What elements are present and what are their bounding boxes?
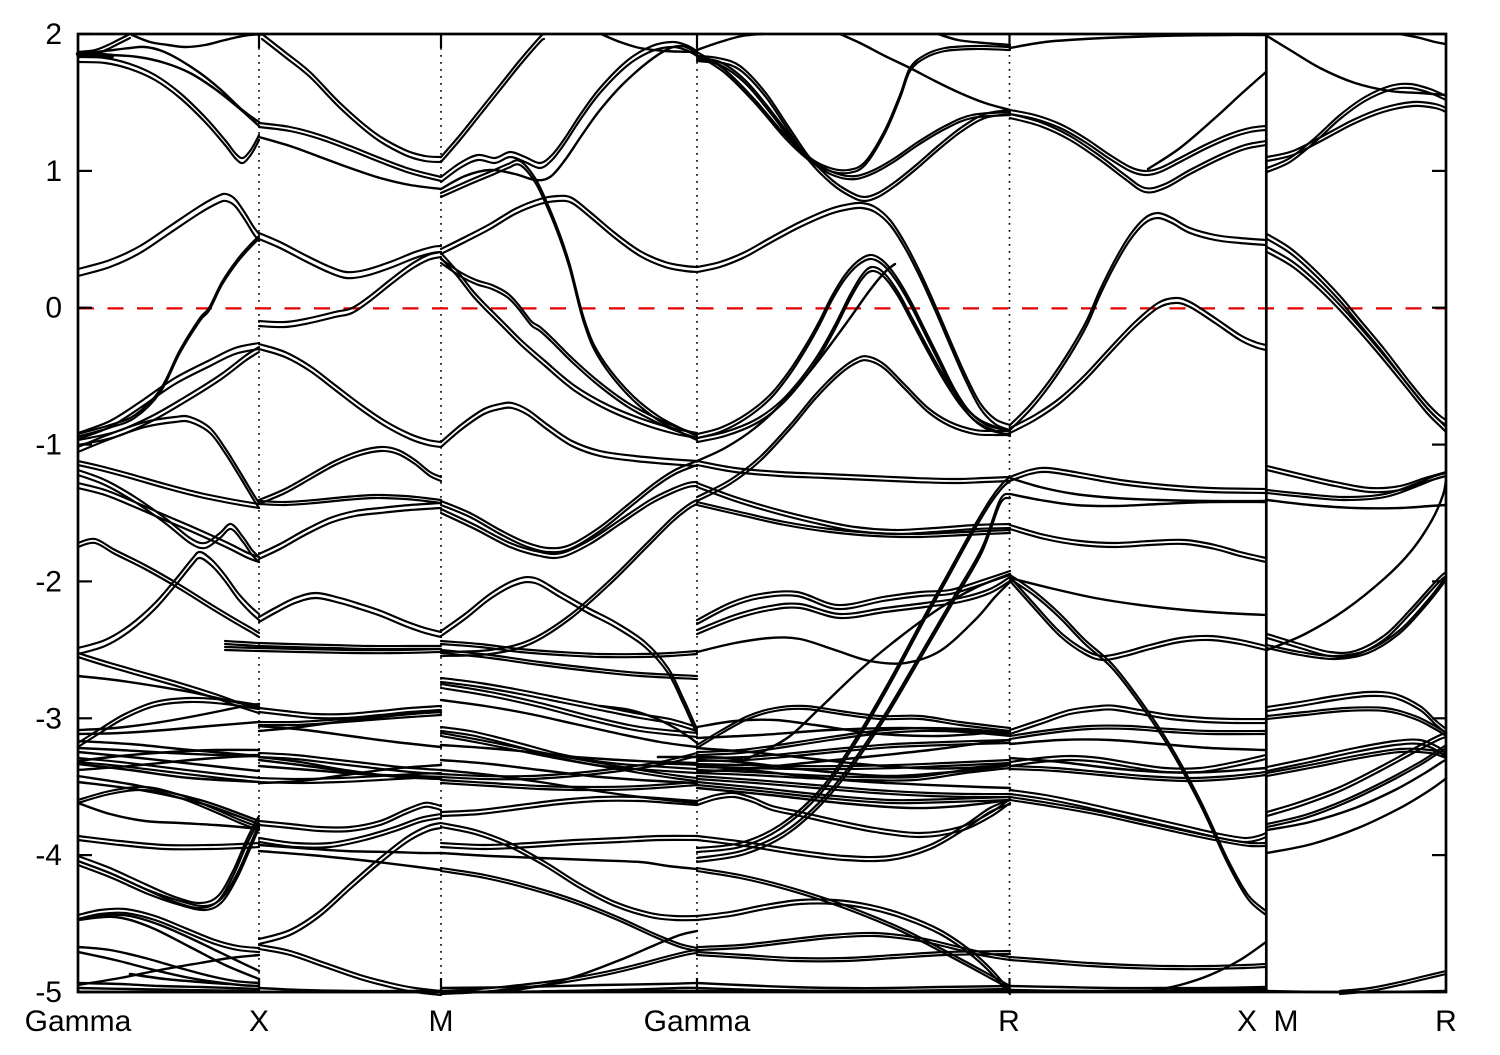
svg-text:Gamma: Gamma — [25, 1005, 132, 1038]
svg-text:M: M — [1274, 1005, 1299, 1038]
svg-text:-5: -5 — [35, 976, 62, 1009]
svg-text:M: M — [429, 1005, 454, 1038]
svg-text:X: X — [1237, 1005, 1257, 1038]
svg-text:2: 2 — [45, 18, 62, 51]
svg-text:-3: -3 — [35, 702, 62, 735]
svg-text:Gamma: Gamma — [644, 1005, 751, 1038]
svg-text:-2: -2 — [35, 565, 62, 598]
svg-text:R: R — [998, 1005, 1020, 1038]
svg-text:X: X — [249, 1005, 269, 1038]
svg-text:-1: -1 — [35, 429, 62, 462]
svg-text:1: 1 — [45, 155, 62, 188]
svg-text:-4: -4 — [35, 839, 62, 872]
svg-text:R: R — [1435, 1005, 1457, 1038]
svg-text:0: 0 — [45, 292, 62, 325]
